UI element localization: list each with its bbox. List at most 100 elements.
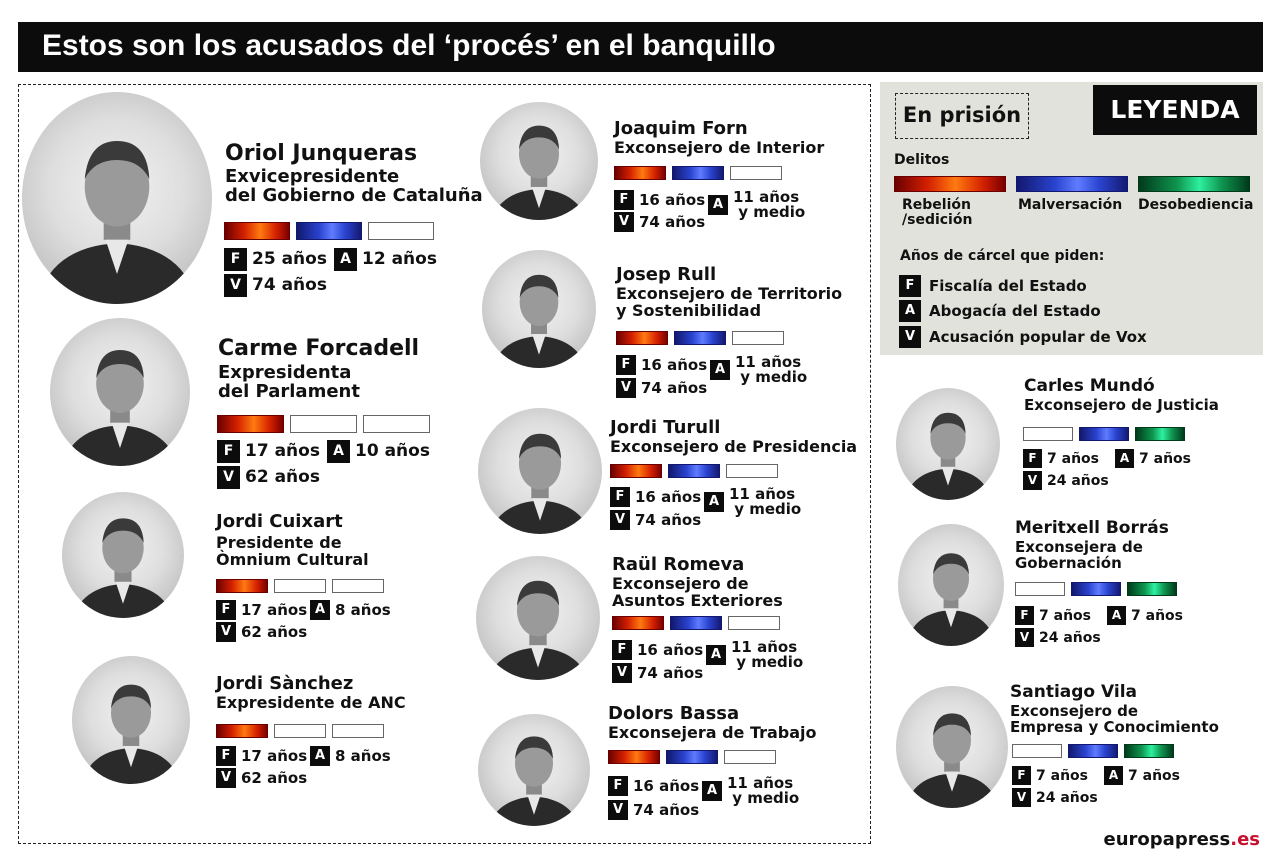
sentence-years: 24 años (1047, 472, 1109, 489)
letter-badge: F (616, 355, 636, 375)
letter-badge: V (217, 466, 240, 489)
legend-key-fiscalia: F Fiscalía del Estado (899, 275, 1087, 297)
defendant-name: Carme Forcadell (218, 336, 420, 361)
portrait-photo (482, 250, 596, 368)
legend-label-malversacion: Malversación (1018, 197, 1123, 213)
legend-label-rebelion: Rebelión /sedición (902, 197, 973, 229)
sentence-f: F 16 años (608, 776, 699, 796)
sentence-v: V 74 años (616, 378, 707, 398)
letter-badge: F (216, 600, 236, 620)
letter-badge: A (310, 746, 330, 766)
sentence-years: 7 años (1047, 450, 1099, 467)
defendant-role: Exconsejera de Trabajo (608, 723, 817, 742)
crime-bar-none (290, 415, 357, 433)
defendant-name: Raül Romeva (612, 554, 745, 575)
sentence-a: A 11 años y medio (702, 776, 799, 806)
sentence-years: 17 años (241, 600, 308, 619)
letter-badge: V (614, 212, 634, 232)
sentence-years: 74 años (639, 212, 706, 231)
letter-badge: V (1023, 471, 1042, 490)
legend-swatch-malversacion (1016, 176, 1128, 192)
crime-bar-rebelion (614, 166, 666, 180)
crime-bar-none (332, 579, 384, 593)
defendant-role: Exconsejero de Presidencia (610, 437, 858, 456)
crime-bar-rebelion (216, 579, 268, 593)
defendant-name: Oriol Junqueras (225, 141, 418, 166)
sentence-years: 8 años (335, 746, 391, 765)
letter-badge: A (1107, 606, 1126, 625)
crime-bar-none (1012, 744, 1062, 758)
sentence-v: V 24 años (1023, 471, 1109, 490)
letter-badge: F (610, 487, 630, 507)
letter-badge: F (899, 275, 921, 297)
legend-crimes-heading: Delitos (894, 152, 950, 168)
letter-badge: F (216, 746, 236, 766)
crime-bar-malversacion (1079, 427, 1129, 441)
defendant-name: Jordi Sànchez (216, 673, 354, 694)
defendant-role: Expresidenta del Parlament (218, 362, 360, 402)
sentence-years: 7 años (1131, 607, 1183, 624)
letter-badge: A (704, 492, 724, 512)
defendant-role: Exvicepresidente del Gobierno de Cataluñ… (225, 166, 483, 206)
sentence-a: A 8 años (310, 746, 391, 766)
legend-swatch-rebelion (894, 176, 1006, 192)
sentence-years: 17 años (241, 746, 308, 765)
sentence-years: 74 años (637, 663, 704, 682)
crime-bar-desobediencia (1135, 427, 1185, 441)
letter-badge: V (216, 622, 236, 642)
defendant-role: Exconsejero de Justicia (1024, 396, 1219, 414)
sentence-years: 24 años (1039, 629, 1101, 646)
letter-badge: V (899, 326, 921, 348)
sentence-years: 10 años (355, 441, 430, 461)
legend-key-abogacia: A Abogacía del Estado (899, 300, 1101, 322)
sentence-years: 74 años (641, 378, 708, 397)
sentence-years: 7 años (1128, 767, 1180, 784)
sentence-v: V 74 años (612, 663, 703, 683)
brand-main: europapress (1103, 829, 1231, 850)
sentence-a: A 7 años (1107, 606, 1183, 625)
sentence-v: V 62 años (216, 768, 307, 788)
letter-badge: V (616, 378, 636, 398)
sentence-a: A 11 años y medio (708, 190, 805, 220)
letter-badge: F (1012, 766, 1031, 785)
sentence-f: F 25 años (224, 248, 327, 271)
legend-swatch-desobediencia (1138, 176, 1250, 192)
crime-bar-none (730, 166, 782, 180)
legend-in-prison-label: En prisión (895, 93, 1029, 139)
crime-bar-desobediencia (1124, 744, 1174, 758)
sentence-years: 12 años (362, 249, 437, 269)
sentence-f: F 17 años (217, 440, 320, 463)
crime-bar-none (363, 415, 430, 433)
portrait-photo (72, 656, 190, 784)
sentence-f: F 7 años (1015, 606, 1091, 625)
sentence-f: F 16 años (612, 640, 703, 660)
sentence-years: 16 años (633, 776, 700, 795)
crime-bar-none (728, 616, 780, 630)
letter-badge: A (708, 195, 728, 215)
sentence-a: A 11 años y medio (704, 487, 801, 517)
letter-badge: A (334, 248, 357, 271)
sentence-years: 7 años (1139, 450, 1191, 467)
sentence-a: A 7 años (1115, 449, 1191, 468)
legend-key-label: Fiscalía del Estado (929, 277, 1087, 295)
legend-key-label: Abogacía del Estado (929, 302, 1101, 320)
defendant-role: Exconsejero de Empresa y Conocimiento (1010, 702, 1219, 736)
letter-badge: V (612, 663, 632, 683)
sentence-years: 16 años (637, 640, 704, 659)
sentence-v: V 74 años (614, 212, 705, 232)
crime-bar-malversacion (1068, 744, 1118, 758)
sentence-v: V 24 años (1015, 628, 1101, 647)
sentence-v: V 24 años (1012, 788, 1098, 807)
letter-badge: A (710, 360, 730, 380)
letter-badge: F (612, 640, 632, 660)
sentence-v: V 74 años (224, 274, 327, 297)
crime-bar-none (332, 724, 384, 738)
crime-bar-none (724, 750, 776, 764)
defendant-role: Presidente de Òmnium Cultural (216, 533, 369, 569)
letter-badge: F (217, 440, 240, 463)
brand-logo[interactable]: europapress.es (1104, 829, 1260, 850)
legend-key-vox: V Acusación popular de Vox (899, 326, 1147, 348)
sentence-years: 11 años y medio (733, 188, 806, 221)
crime-bar-malversacion (296, 222, 362, 240)
defendant-role: Exconsejero de Interior (614, 138, 825, 157)
